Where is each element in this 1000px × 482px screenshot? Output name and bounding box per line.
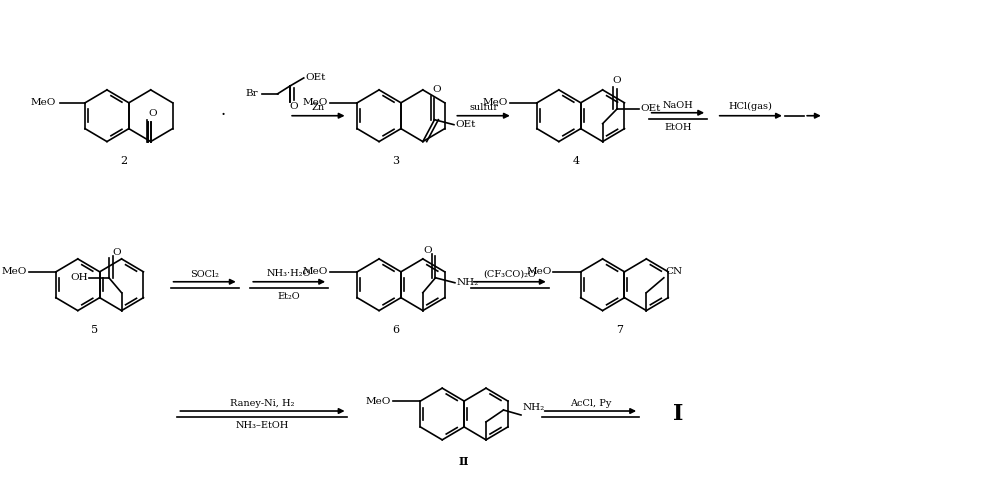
- Text: 2: 2: [120, 157, 128, 166]
- Text: 3: 3: [393, 157, 400, 166]
- Text: Raney-Ni, H₂: Raney-Ni, H₂: [230, 399, 294, 408]
- Text: O: O: [613, 77, 621, 85]
- Text: I: I: [673, 403, 683, 425]
- Text: II: II: [459, 456, 469, 467]
- Text: O: O: [112, 248, 121, 257]
- Text: Br: Br: [245, 89, 258, 98]
- Text: NaOH: NaOH: [663, 101, 693, 110]
- Text: OEt: OEt: [456, 120, 476, 129]
- Text: OEt: OEt: [641, 104, 661, 113]
- Text: O: O: [432, 85, 441, 94]
- Text: O: O: [290, 102, 298, 111]
- Text: sulfur: sulfur: [469, 103, 498, 112]
- Text: NH₃·H₂O: NH₃·H₂O: [267, 269, 311, 278]
- Text: NH₃–EtOH: NH₃–EtOH: [235, 421, 289, 430]
- Text: O: O: [148, 109, 157, 118]
- Text: 6: 6: [393, 325, 400, 335]
- Text: MeO: MeO: [303, 268, 328, 276]
- Text: CN: CN: [666, 268, 683, 276]
- Text: HCl(gas): HCl(gas): [729, 102, 773, 111]
- Text: MeO: MeO: [31, 98, 56, 107]
- Text: MeO: MeO: [482, 98, 508, 107]
- Text: Et₂O: Et₂O: [278, 292, 300, 301]
- Text: SOCl₂: SOCl₂: [190, 270, 219, 279]
- Text: ·: ·: [220, 107, 226, 124]
- Text: MeO: MeO: [366, 397, 391, 405]
- Text: (CF₃CO)₂O: (CF₃CO)₂O: [483, 269, 536, 278]
- Text: 5: 5: [91, 325, 98, 335]
- Text: 7: 7: [616, 325, 623, 335]
- Text: OEt: OEt: [306, 73, 326, 82]
- Text: O: O: [423, 246, 432, 255]
- Text: 4: 4: [572, 157, 579, 166]
- Text: MeO: MeO: [303, 98, 328, 107]
- Text: MeO: MeO: [1, 268, 27, 276]
- Text: NH₂: NH₂: [523, 402, 545, 412]
- Text: MeO: MeO: [526, 268, 552, 276]
- Text: AcCl, Py: AcCl, Py: [570, 399, 611, 408]
- Text: Zn: Zn: [312, 103, 325, 112]
- Text: NH₂: NH₂: [457, 278, 479, 287]
- Text: EtOH: EtOH: [664, 123, 692, 132]
- Text: OH: OH: [70, 273, 88, 282]
